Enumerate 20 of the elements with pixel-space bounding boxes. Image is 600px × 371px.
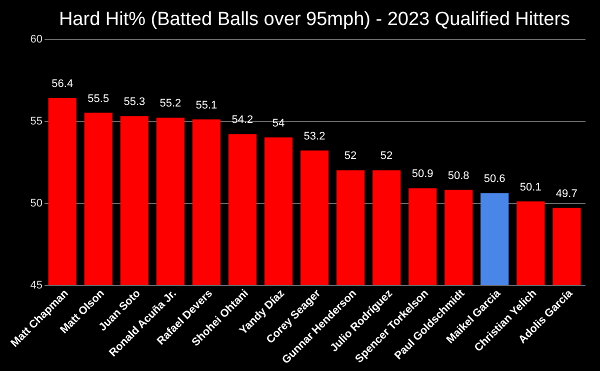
chart-title: Hard Hit% (Batted Balls over 95mph) - 2023 Qualified Hitters — [58, 9, 570, 30]
data-label: 50.9 — [412, 168, 434, 180]
y-tick-label: 50 — [30, 198, 42, 210]
data-label: 55.2 — [160, 98, 182, 110]
data-label: 50.8 — [448, 170, 470, 182]
data-label: 50.1 — [520, 181, 542, 194]
data-label: 50.6 — [484, 173, 506, 186]
data-label: 54.2 — [232, 114, 254, 126]
data-label: 55.5 — [88, 92, 110, 105]
y-tick-label: 55 — [30, 116, 42, 128]
data-label: 53.2 — [304, 130, 326, 143]
data-label: 52 — [344, 150, 357, 162]
data-label: 49.7 — [556, 188, 578, 200]
data-label: 54 — [272, 117, 285, 130]
data-label: 55.1 — [196, 99, 218, 112]
y-tick-label: 45 — [30, 280, 42, 292]
y-tick-label: 60 — [30, 34, 42, 46]
data-label: 55.3 — [124, 96, 146, 108]
data-label: 56.4 — [52, 78, 74, 90]
data-label: 52 — [380, 150, 393, 162]
